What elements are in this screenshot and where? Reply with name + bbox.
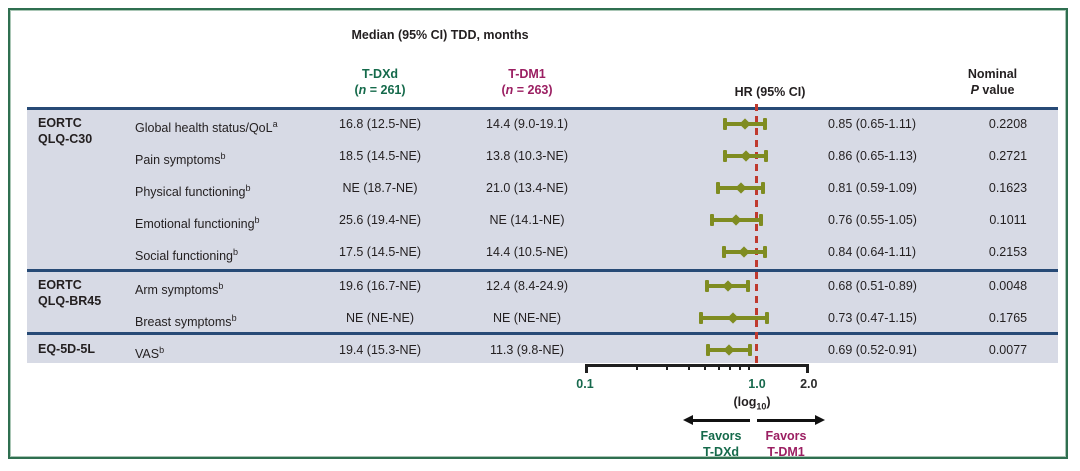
x-axis-minor-tick (739, 364, 742, 370)
ci-cap-high (762, 118, 767, 130)
row-label: Arm symptomsb (135, 281, 224, 298)
row-hr-value: 0.73 (0.47-1.15) (828, 311, 917, 325)
ci-cap-low (721, 246, 726, 258)
ci-cap-low (710, 214, 715, 226)
ci-cap-high (746, 280, 751, 292)
row-p-value: 0.0077 (988, 343, 1028, 357)
row-p-value: 0.1623 (988, 181, 1028, 195)
ci-cap-high (762, 246, 767, 258)
x-axis-line (585, 364, 809, 367)
row-label: VASb (135, 345, 165, 362)
column-header-tdm1: T-DM1 (n = 263) (449, 66, 605, 98)
row-tdxd-value: NE (18.7-NE) (342, 181, 418, 195)
favors-tdxd-arrowhead-icon (683, 415, 693, 425)
ci-cap-low (698, 312, 703, 324)
row-label: Emotional functioningb (135, 215, 260, 232)
row-hr-value: 0.76 (0.55-1.05) (828, 213, 917, 227)
figure-title: Median (95% CI) TDD, months (351, 28, 529, 42)
ci-cap-high (758, 214, 763, 226)
row-tdm1-value: NE (14.1-NE) (489, 213, 565, 227)
row-p-value: 0.2721 (988, 149, 1028, 163)
group-label: EORTC (38, 116, 82, 130)
row-tdxd-value: 19.4 (15.3-NE) (339, 343, 421, 357)
tdm1-arm-n: (n = 263) (501, 83, 553, 97)
group-label: QLQ-BR45 (38, 294, 102, 308)
x-axis-minor-tick (729, 364, 732, 370)
ci-cap-high (765, 312, 770, 324)
ci-cap-low (722, 150, 727, 162)
x-axis-minor-tick (635, 364, 638, 370)
row-label: Physical functioningb (135, 183, 251, 200)
table-background (27, 109, 1058, 363)
x-axis-tick-label: 1.0 (748, 377, 766, 391)
section-divider (27, 269, 1058, 272)
ci-cap-low (722, 118, 727, 130)
ci-cap-low (715, 182, 720, 194)
section-divider (27, 332, 1058, 335)
x-axis-endcap (805, 364, 809, 373)
x-axis-minor-tick (704, 364, 707, 370)
row-hr-value: 0.86 (0.65-1.13) (828, 149, 917, 163)
row-hr-value: 0.84 (0.64-1.11) (828, 245, 917, 259)
row-hr-value: 0.69 (0.52-0.91) (828, 343, 917, 357)
row-p-value: 0.2208 (988, 117, 1028, 131)
row-tdm1-value: 12.4 (8.4-24.9) (486, 279, 568, 293)
favors-tdm1-label: Favors T-DM1 (765, 429, 807, 459)
group-label: EORTC (38, 278, 82, 292)
x-axis-tick-label: 2.0 (800, 377, 818, 391)
row-label: Pain symptomsb (135, 151, 226, 168)
row-tdxd-value: NE (NE-NE) (345, 311, 415, 325)
row-tdxd-value: 25.6 (19.4-NE) (339, 213, 421, 227)
row-tdxd-value: 18.5 (14.5-NE) (339, 149, 421, 163)
ci-cap-low (704, 280, 709, 292)
column-header-hr: HR (95% CI) (734, 85, 806, 99)
row-tdm1-value: 11.3 (9.8-NE) (489, 343, 565, 357)
row-p-value: 0.1765 (988, 311, 1028, 325)
row-label: Global health status/QoLa (135, 119, 278, 136)
x-axis-minor-tick (666, 364, 669, 370)
column-header-tdxd: T-DXd (n = 261) (302, 66, 458, 98)
row-p-value: 0.0048 (988, 279, 1028, 293)
row-label: Breast symptomsb (135, 313, 237, 330)
favors-tdm1-arrowhead-icon (815, 415, 825, 425)
figure-frame (8, 8, 1068, 459)
group-label: QLQ-C30 (38, 132, 93, 146)
row-tdxd-value: 17.5 (14.5-NE) (339, 245, 421, 259)
favors-tdxd-label: Favors T-DXd (700, 429, 742, 459)
row-hr-value: 0.68 (0.51-0.89) (828, 279, 917, 293)
x-axis-minor-tick (748, 364, 751, 370)
x-axis-scale-note: (log10) (733, 395, 771, 412)
row-tdxd-value: 19.6 (16.7-NE) (339, 279, 421, 293)
row-tdm1-value: 21.0 (13.4-NE) (486, 181, 568, 195)
row-p-value: 0.1011 (989, 213, 1027, 227)
column-header-pvalue: Nominal P value (967, 67, 1018, 97)
tdxd-arm-n: (n = 261) (354, 83, 406, 97)
row-tdxd-value: 16.8 (12.5-NE) (339, 117, 421, 131)
row-label: Social functioningb (135, 247, 238, 264)
row-tdm1-value: 13.8 (10.3-NE) (486, 149, 568, 163)
x-axis-minor-tick (687, 364, 690, 370)
table-top-rule (27, 107, 1058, 110)
row-tdm1-value: 14.4 (10.5-NE) (486, 245, 568, 259)
ci-cap-high (761, 182, 766, 194)
ci-cap-low (706, 344, 711, 356)
x-axis-tick-label: 0.1 (576, 377, 594, 391)
x-axis-endcap (585, 364, 588, 373)
reference-line (755, 104, 758, 368)
tdm1-arm-label: T-DM1 (508, 67, 546, 81)
row-hr-value: 0.81 (0.59-1.09) (828, 181, 917, 195)
row-hr-value: 0.85 (0.65-1.11) (828, 117, 917, 131)
tdxd-arm-label: T-DXd (361, 67, 399, 81)
favors-tdm1-arrow (757, 419, 815, 422)
x-axis-minor-tick (717, 364, 720, 370)
group-label: EQ-5D-5L (38, 342, 95, 356)
ci-cap-high (747, 344, 752, 356)
row-tdm1-value: 14.4 (9.0-19.1) (486, 117, 568, 131)
row-p-value: 0.2153 (988, 245, 1028, 259)
favors-tdxd-arrow (692, 419, 750, 422)
row-tdm1-value: NE (NE-NE) (492, 311, 562, 325)
ci-cap-high (764, 150, 769, 162)
